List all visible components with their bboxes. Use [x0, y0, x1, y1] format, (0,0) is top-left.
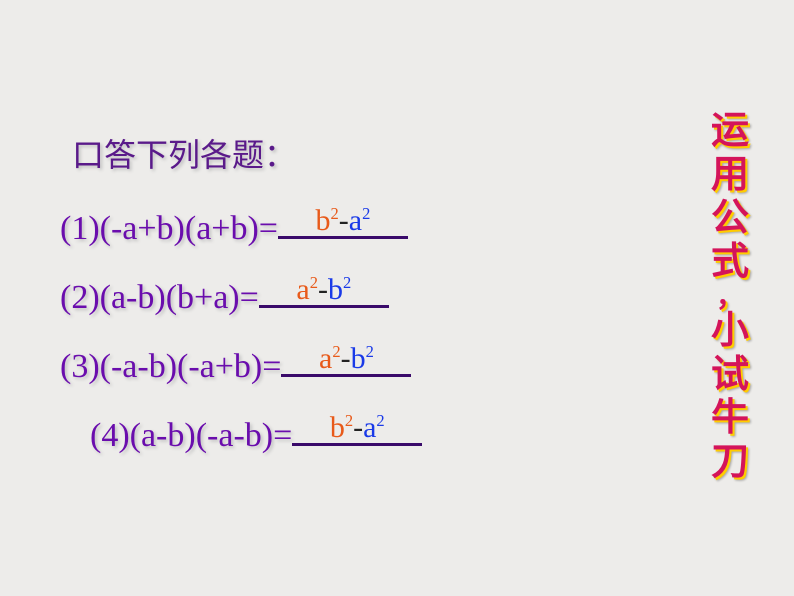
- answer-slot-3: a2-b2: [281, 339, 411, 377]
- line-1-prefix: (1)(-a+b)(a+b)=: [60, 210, 278, 248]
- vchar-4: ，: [716, 285, 744, 310]
- line-2: (2)(a-b)(b+a)= a2-b2: [60, 270, 422, 317]
- vchar-1: 用: [711, 154, 749, 198]
- main-content: 口答下列各题： (1)(-a+b)(a+b)= b2-a2 (2)(a-b)(b…: [60, 130, 422, 477]
- line-4-prefix: (4)(a-b)(-a-b)=: [90, 417, 292, 455]
- heading: 口答下列各题：: [72, 130, 422, 176]
- line-1: (1)(-a+b)(a+b)= b2-a2: [60, 201, 422, 248]
- answer-slot-4: b2-a2: [292, 408, 422, 446]
- vertical-title: 运 用 公 式 ， 小 试 牛 刀: [711, 110, 749, 485]
- vchar-8: 刀: [711, 441, 749, 485]
- answer-3: a2-b2: [319, 342, 374, 376]
- answer-slot-2: a2-b2: [259, 270, 389, 308]
- vchar-3: 式: [711, 241, 749, 285]
- vchar-0: 运: [711, 110, 749, 154]
- line-2-prefix: (2)(a-b)(b+a)=: [60, 279, 259, 317]
- line-3-prefix: (3)(-a-b)(-a+b)=: [60, 348, 281, 386]
- answer-2: a2-b2: [296, 273, 351, 307]
- line-4: (4)(a-b)(-a-b)= b2-a2: [90, 408, 422, 455]
- vchar-7: 牛: [711, 397, 749, 441]
- answer-slot-1: b2-a2: [278, 201, 408, 239]
- answer-1: b2-a2: [316, 204, 371, 238]
- vchar-5: 小: [711, 310, 749, 354]
- answer-4: b2-a2: [330, 411, 385, 445]
- vchar-2: 公: [711, 197, 749, 241]
- vchar-6: 试: [711, 354, 749, 398]
- line-3: (3)(-a-b)(-a+b)= a2-b2: [60, 339, 422, 386]
